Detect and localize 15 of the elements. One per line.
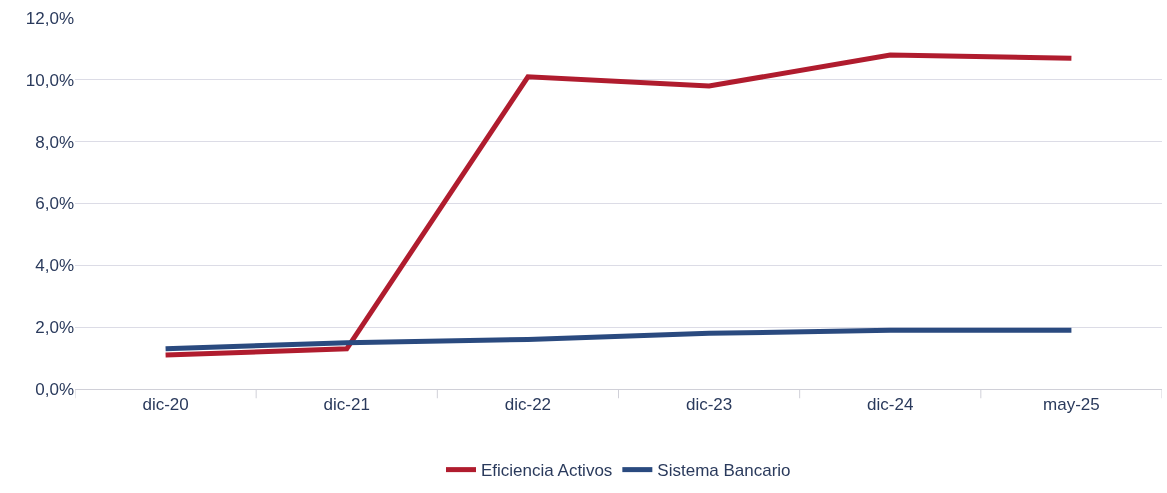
legend-label: Eficiencia Activos	[481, 461, 613, 481]
y-tick-label: 2,0%	[35, 318, 74, 338]
y-tick-label: 0,0%	[35, 379, 74, 399]
y-tick-label: 6,0%	[35, 194, 74, 214]
y-tick-label: 10,0%	[25, 70, 74, 90]
x-tick-label: may-25	[1043, 395, 1100, 415]
x-tick-label: dic-23	[685, 395, 733, 415]
legend-label: Sistema Bancario	[657, 461, 791, 481]
x-tick-label: dic-21	[323, 395, 370, 415]
x-tick-label: dic-22	[504, 395, 552, 415]
x-tick-label: dic-24	[867, 395, 914, 415]
y-tick-label: 8,0%	[35, 132, 74, 152]
x-tick-label: dic-20	[142, 395, 189, 415]
y-tick-label: 4,0%	[35, 256, 74, 276]
y-tick-label: 12,0%	[25, 8, 74, 28]
